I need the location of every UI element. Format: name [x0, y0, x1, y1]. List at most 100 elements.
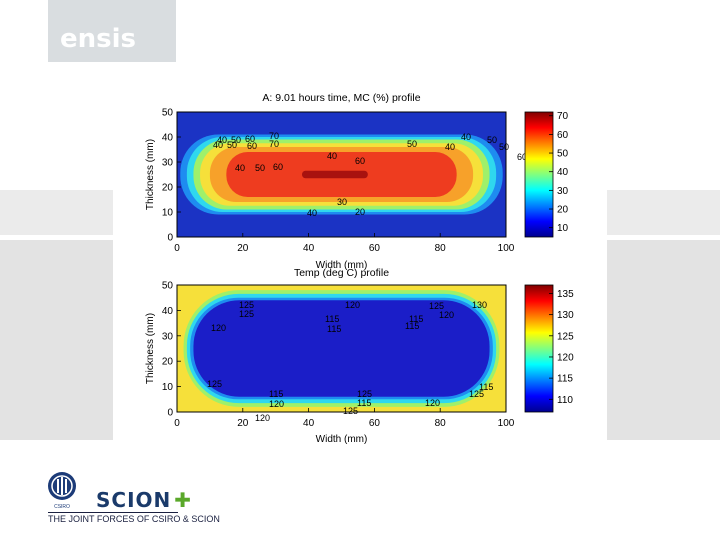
contour-label: 120	[439, 310, 454, 320]
chart-title: A: 9.01 hours time, MC (%) profile	[262, 92, 420, 104]
contour-label: 60	[245, 134, 255, 144]
contour-label: 40	[445, 142, 455, 152]
x-tick-label: 60	[369, 418, 381, 429]
x-axis-label: Width (mm)	[316, 434, 368, 445]
figure-panel: 40 50 60 70 70 60 50 40 40 50 60 60 50 40 40 50 60 50 40 30…	[113, 88, 607, 454]
y-tick-label: 40	[162, 133, 174, 144]
contour-label: 120	[255, 413, 270, 423]
contour-label: 40	[327, 151, 337, 161]
contour-label: 50	[407, 139, 417, 149]
contour-label: 115	[405, 321, 419, 331]
contour-label: 60	[517, 152, 527, 162]
colorbar	[524, 284, 554, 413]
contour-label: 115	[269, 389, 283, 399]
contour-label: 50	[255, 163, 265, 173]
contour-label: 70	[269, 131, 279, 141]
contour-label: 120	[269, 399, 284, 409]
contour-label: 70	[269, 139, 279, 149]
x-tick-label: 20	[237, 418, 249, 429]
x-axis-label: Width (mm)	[316, 260, 368, 271]
contour-label: 125	[357, 389, 372, 399]
contour-label: 60	[247, 141, 257, 151]
contour-label: 40	[213, 140, 223, 150]
colorbar-tick-label: 60	[557, 130, 569, 141]
x-tick-label: 40	[303, 243, 315, 254]
colorbar-tick-label: 70	[557, 111, 569, 122]
x-tick-label: 40	[303, 418, 315, 429]
y-tick-label: 40	[162, 306, 174, 317]
contour-label: 40	[461, 132, 471, 142]
x-tick-label: 0	[174, 243, 180, 254]
plot-frame	[176, 284, 507, 413]
csiro-logo: CSIRO	[48, 472, 76, 510]
y-tick-label: 50	[162, 281, 174, 292]
y-tick-label: 20	[162, 357, 174, 368]
csiro-logo-bar	[65, 479, 67, 493]
contour-label: 115	[357, 398, 371, 408]
colorbar-tick-label: 50	[557, 149, 569, 160]
x-tick-label: 20	[237, 243, 249, 254]
contour-label: 125	[239, 300, 254, 310]
x-tick-label: 100	[498, 243, 515, 254]
contour-label: 50	[227, 140, 237, 150]
contour-label: 50	[499, 142, 509, 152]
contour-label: 115	[479, 382, 493, 392]
y-tick-label: 0	[167, 233, 173, 244]
contour-label: 115	[409, 314, 423, 324]
contour-label: 115	[325, 314, 339, 324]
x-tick-label: 80	[435, 243, 447, 254]
ensis-logo-text: ensis	[60, 24, 137, 54]
contour-label: 120	[211, 323, 226, 333]
x-tick-label: 80	[435, 418, 447, 429]
y-tick-label: 30	[162, 331, 174, 342]
colorbar-tick-label: 120	[557, 352, 574, 363]
y-axis-label: Thickness (mm)	[145, 313, 156, 384]
contour-label: 125	[429, 301, 444, 311]
y-axis-label: Thickness (mm)	[145, 139, 156, 210]
colorbar-tick-label: 110	[557, 395, 573, 406]
contour-label: 125	[207, 379, 222, 389]
y-tick-label: 20	[162, 183, 174, 194]
contour-label: 120	[345, 300, 360, 310]
x-tick-label: 60	[369, 243, 381, 254]
csiro-logo-bar	[61, 477, 63, 495]
colorbar	[524, 111, 554, 238]
colorbar-tick-label: 30	[557, 186, 569, 197]
contour-label: 20	[355, 207, 365, 217]
contour-label: 130	[472, 300, 487, 310]
scion-logo: SCION ✚	[96, 488, 192, 512]
y-tick-label: 10	[162, 382, 174, 393]
contour-label: 40	[217, 135, 227, 145]
colorbar-tick-label: 10	[557, 223, 569, 234]
plot-frame	[176, 111, 507, 238]
x-tick-label: 0	[174, 418, 180, 429]
y-tick-label: 10	[162, 208, 174, 219]
chart-title: Temp (deg C) profile	[294, 267, 389, 279]
csiro-logo-ring	[51, 475, 73, 497]
y-tick-label: 0	[167, 408, 173, 419]
contour-label: 50	[231, 135, 241, 145]
contour-label: 30	[337, 197, 347, 207]
contour-region	[302, 170, 368, 179]
colorbar-tick-label: 125	[557, 331, 574, 342]
colorbar-tick-label: 40	[557, 167, 569, 178]
contour-label: 125	[239, 309, 254, 319]
contour-label: 60	[355, 156, 365, 166]
contour-label: 60	[273, 162, 283, 172]
contour-region	[193, 300, 490, 397]
contour-label: 125	[343, 406, 358, 416]
contour-label: 40	[235, 163, 245, 173]
colorbar-tick-label: 20	[557, 205, 569, 216]
scion-logo-text: SCION	[96, 488, 172, 512]
colorbar-tick-label: 135	[557, 289, 574, 300]
x-tick-label: 100	[498, 418, 515, 429]
y-tick-label: 30	[162, 158, 174, 169]
csiro-logo-label: CSIRO	[54, 504, 70, 510]
contour-label: 115	[327, 324, 341, 334]
ensis-logo: ensis	[48, 0, 176, 62]
footer-divider	[48, 512, 178, 513]
csiro-logo-bar	[57, 479, 59, 493]
contour-label: 40	[307, 208, 317, 218]
colorbar-tick-label: 130	[557, 310, 574, 321]
